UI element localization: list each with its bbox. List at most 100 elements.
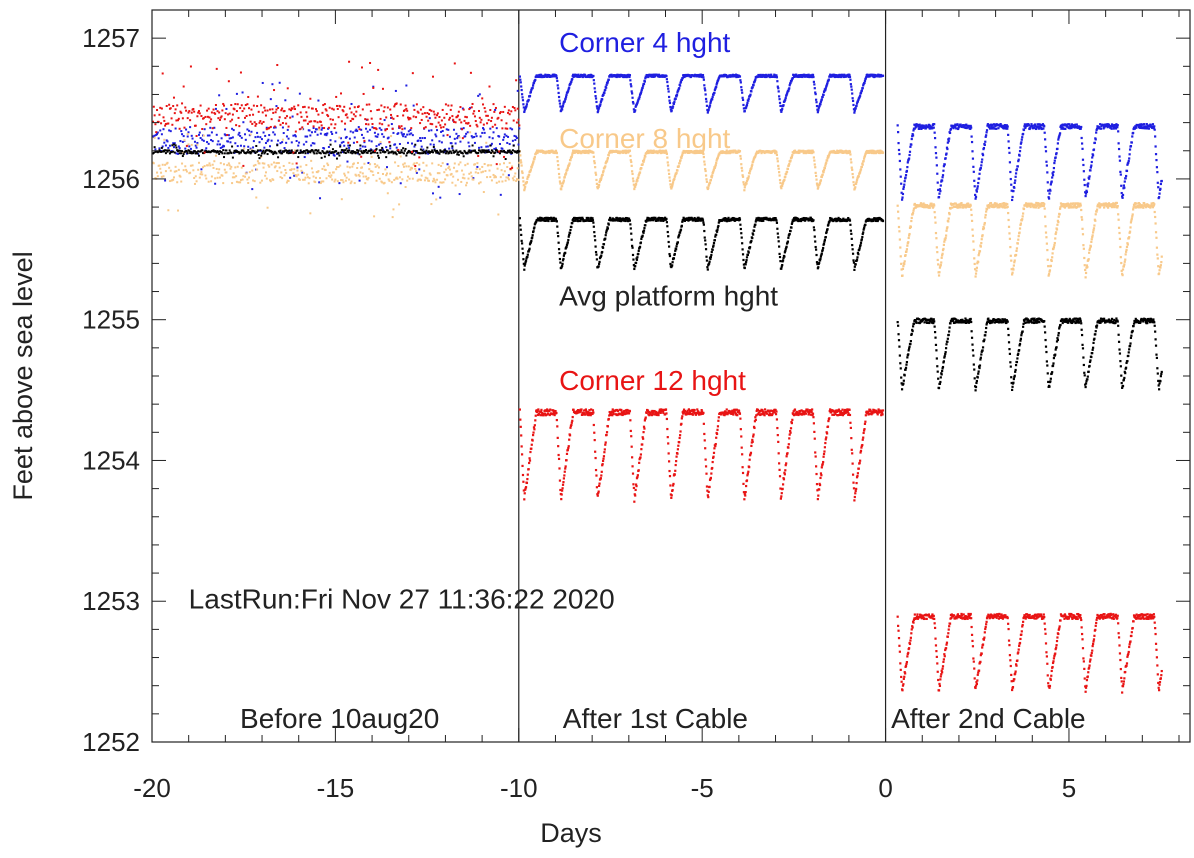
data-point xyxy=(427,152,430,155)
data-point xyxy=(420,152,423,155)
data-point xyxy=(294,173,297,176)
data-point xyxy=(402,135,405,138)
data-point xyxy=(1152,201,1155,205)
data-point xyxy=(619,217,622,220)
data-point xyxy=(900,182,903,185)
data-point xyxy=(743,266,746,270)
data-point xyxy=(920,124,923,127)
data-point xyxy=(1123,180,1126,183)
data-point xyxy=(358,175,361,178)
data-point xyxy=(1083,256,1086,260)
data-point xyxy=(160,171,163,174)
data-point xyxy=(413,162,416,165)
data-point xyxy=(251,169,254,172)
data-point xyxy=(974,195,978,198)
data-point xyxy=(1029,204,1032,207)
data-point xyxy=(390,181,393,184)
data-point xyxy=(469,131,472,134)
data-point xyxy=(529,241,532,244)
data-point xyxy=(205,147,208,150)
data-point xyxy=(323,165,326,168)
data-point xyxy=(1074,123,1077,126)
data-point xyxy=(239,181,242,184)
data-point xyxy=(432,145,435,148)
data-point xyxy=(970,135,973,138)
data-point xyxy=(743,110,746,113)
data-point xyxy=(526,177,529,180)
data-point xyxy=(306,149,309,152)
data-point xyxy=(531,86,534,89)
data-point xyxy=(672,102,676,105)
data-point xyxy=(1025,202,1028,205)
data-point xyxy=(1110,123,1114,126)
data-point xyxy=(513,134,516,137)
data-point xyxy=(906,161,909,164)
data-point xyxy=(521,252,525,255)
data-point xyxy=(1033,205,1036,208)
data-point xyxy=(932,205,935,209)
data-point xyxy=(223,152,226,155)
data-point xyxy=(231,145,234,148)
data-point xyxy=(1048,269,1052,272)
data-point xyxy=(675,95,678,98)
data-point xyxy=(1089,169,1092,172)
data-point xyxy=(873,75,876,78)
data-point xyxy=(632,183,635,186)
data-point xyxy=(488,169,491,172)
data-point xyxy=(328,152,331,155)
data-point xyxy=(1129,221,1133,224)
data-point xyxy=(513,175,516,178)
data-point xyxy=(594,250,598,254)
data-point xyxy=(419,179,422,182)
data-point xyxy=(642,82,646,86)
data-point xyxy=(348,149,351,152)
data-point xyxy=(429,143,432,146)
data-point xyxy=(991,123,994,126)
data-point xyxy=(1016,242,1019,245)
data-point xyxy=(398,142,401,145)
data-point xyxy=(200,168,203,171)
data-point xyxy=(677,236,680,239)
data-point xyxy=(998,206,1001,209)
data-point xyxy=(604,234,607,237)
data-point xyxy=(1143,202,1146,205)
data-point xyxy=(853,265,856,268)
data-point xyxy=(777,167,780,170)
data-point xyxy=(683,75,686,79)
data-point xyxy=(478,93,481,96)
data-point xyxy=(524,185,527,188)
data-point xyxy=(454,184,457,187)
data-point xyxy=(186,152,189,155)
data-point xyxy=(849,223,852,226)
data-point xyxy=(1005,126,1008,129)
data-point xyxy=(948,213,951,216)
data-point xyxy=(570,80,573,83)
data-point xyxy=(503,151,506,154)
data-point xyxy=(677,165,680,168)
data-point xyxy=(775,153,779,157)
data-point xyxy=(811,75,814,79)
data-point xyxy=(615,75,618,79)
data-point xyxy=(934,231,938,235)
data-point xyxy=(1151,206,1155,209)
data-point xyxy=(524,259,528,262)
data-point xyxy=(505,134,508,137)
data-point xyxy=(515,151,518,154)
data-point xyxy=(337,165,340,168)
data-point xyxy=(507,135,510,138)
data-point xyxy=(918,123,921,126)
data-point xyxy=(644,224,647,227)
data-point xyxy=(669,108,672,111)
data-point xyxy=(679,80,683,83)
data-point xyxy=(849,83,852,86)
data-point xyxy=(942,169,945,172)
data-point xyxy=(934,146,937,149)
data-point xyxy=(921,205,924,208)
data-point xyxy=(871,75,874,78)
data-point xyxy=(336,180,339,183)
data-point xyxy=(720,151,724,155)
data-point xyxy=(1017,160,1020,163)
data-point xyxy=(896,124,899,127)
data-point xyxy=(1056,147,1059,150)
data-point xyxy=(276,144,279,147)
